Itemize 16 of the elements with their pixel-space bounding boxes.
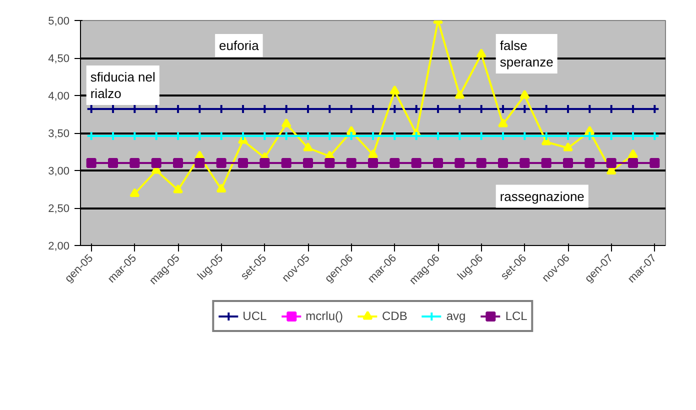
legend-label: UCL [242,309,267,323]
legend-label: avg [446,309,466,323]
y-tick-label: 3,00 [48,166,70,178]
legend-label: CDB [382,309,408,323]
y-tick-label: 5,00 [48,16,70,28]
annotation: euforia [219,38,260,53]
y-tick-label: 4,00 [48,90,70,102]
y-tick-label: 2,50 [48,203,70,215]
y-tick-label: 3,50 [48,128,70,140]
annotation: rassegnazione [500,188,584,204]
annotation: sfiducia nel rialzo [90,70,156,101]
annotation: false speranze [500,38,554,70]
y-tick-label: 2,00 [48,240,70,252]
legend-label: LCL [505,309,528,323]
y-tick-label: 4,50 [48,53,70,65]
legend-label: mcrlu() [306,309,343,323]
